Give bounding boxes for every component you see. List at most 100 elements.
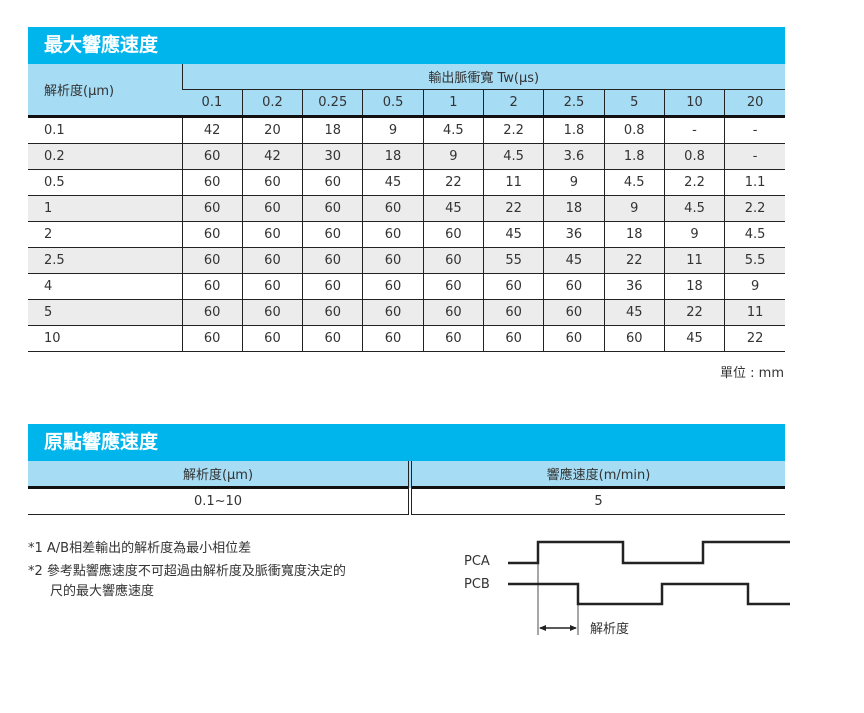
cell: 60 (241, 325, 303, 352)
cell: 60 (362, 221, 424, 248)
cell: 60 (302, 169, 363, 196)
cell: 11 (724, 299, 785, 326)
cell: 60 (362, 325, 424, 352)
cell: 9 (663, 221, 725, 248)
col-group-header: 輸出脈衝寬 Tw(µs) (181, 64, 785, 90)
cell: 2.2 (663, 169, 725, 196)
cell: 60 (482, 273, 544, 300)
cell: 60 (422, 299, 484, 326)
cell: 2.2 (482, 116, 544, 144)
cell: 60 (302, 325, 363, 352)
row-label: 2 (28, 221, 182, 248)
cell: 60 (482, 299, 544, 326)
cell: 11 (482, 169, 544, 196)
cell: 9 (422, 143, 484, 170)
cell: 60 (181, 143, 243, 170)
col-header: 5 (603, 89, 665, 118)
cell: 60 (302, 221, 363, 248)
row-header: 解析度(µm) (28, 64, 182, 118)
cell: 9 (543, 169, 605, 196)
cell: 18 (302, 116, 363, 144)
cell: 60 (422, 325, 484, 352)
max-speed-table: 解析度(µm) 輸出脈衝寬 Tw(µs) 0.1 0.2 0.25 0.5 1 2 2.5 5… (28, 64, 785, 352)
unit-label: 單位 : mm (720, 366, 784, 381)
cell: 20 (241, 116, 303, 144)
cell: 60 (241, 247, 303, 274)
cell: 45 (543, 247, 605, 274)
cell: 60 (543, 273, 605, 300)
cell: 45 (422, 195, 484, 222)
cell: 36 (603, 273, 665, 300)
cell: 9 (362, 116, 424, 144)
cell: 4.5 (663, 195, 725, 222)
note-2-cont: 尺的最大響應速度 (50, 584, 155, 599)
cell: 22 (663, 299, 725, 326)
cell: 22 (482, 195, 544, 222)
cell: 0.8 (603, 116, 665, 144)
cell: 60 (181, 221, 243, 248)
cell: 60 (362, 299, 424, 326)
cell: 45 (663, 325, 725, 352)
cell: - (663, 116, 725, 144)
table-row: 0.2 60 42 30 18 9 4.5 3.6 1.8 0.8- (28, 143, 785, 170)
cell: 60 (422, 273, 484, 300)
cell: 60 (482, 325, 544, 352)
cell: 60 (302, 195, 363, 222)
cell: 60 (362, 195, 424, 222)
note-2: *2 參考點響應速度不可超過由解析度及脈衝寬度決定的 (28, 564, 346, 579)
cell: 45 (482, 221, 544, 248)
cell: 60 (181, 325, 243, 352)
cell: 60 (422, 221, 484, 248)
origin-resolution: 0.1~10 (28, 487, 410, 515)
cell: 60 (362, 247, 424, 274)
cell: 22 (422, 169, 484, 196)
origin-header-speed: 響應速度(m/min) (408, 461, 785, 489)
cell: 4.5 (724, 221, 785, 248)
cell: 60 (241, 221, 303, 248)
col-header: 0.25 (302, 89, 363, 118)
row-label: 10 (28, 325, 182, 352)
cell: 1.1 (724, 169, 785, 196)
cell: 30 (302, 143, 363, 170)
cell: 60 (603, 325, 665, 352)
cell: 60 (241, 299, 303, 326)
col-header: 1 (422, 89, 484, 118)
pca-label: PCA (464, 554, 490, 569)
cell: 42 (241, 143, 303, 170)
cell: 60 (302, 273, 363, 300)
cell: 9 (603, 195, 665, 222)
cell: 60 (241, 195, 303, 222)
cell: 11 (663, 247, 725, 274)
cell: 2.2 (724, 195, 785, 222)
cell: 60 (181, 195, 243, 222)
col-header: 20 (724, 89, 785, 118)
origin-speed: 5 (408, 487, 785, 515)
cell: 9 (724, 273, 785, 300)
cell: 60 (181, 273, 243, 300)
cell: 36 (543, 221, 605, 248)
max-speed-title: 最大響應速度 (28, 27, 785, 64)
row-label: 0.5 (28, 169, 182, 196)
col-header: 0.2 (241, 89, 303, 118)
table-row: 5 60 60 60 60 60 60 60 45 22 11 (28, 299, 785, 326)
col-header: 10 (663, 89, 725, 118)
cell: 18 (603, 221, 665, 248)
table-row: 2 60 60 60 60 60 45 36 18 9 4.5 (28, 221, 785, 248)
col-header: 0.5 (362, 89, 424, 118)
cell: 60 (181, 299, 243, 326)
row-label: 2.5 (28, 247, 182, 274)
cell: 18 (362, 143, 424, 170)
origin-header-resolution: 解析度(µm) (28, 461, 410, 489)
table-row: 10 60 60 60 60 60 60 60 60 45 22 (28, 325, 785, 352)
pcb-label: PCB (464, 577, 490, 592)
pcb-waveform (508, 582, 790, 606)
cell: 4.5 (482, 143, 544, 170)
cell: - (724, 116, 785, 144)
cell: 42 (181, 116, 243, 144)
cell: 45 (362, 169, 424, 196)
cell: 1.8 (603, 143, 665, 170)
row-label: 1 (28, 195, 182, 222)
cell: 0.8 (663, 143, 725, 170)
cell: 4.5 (603, 169, 665, 196)
col-header: 0.1 (182, 89, 243, 118)
